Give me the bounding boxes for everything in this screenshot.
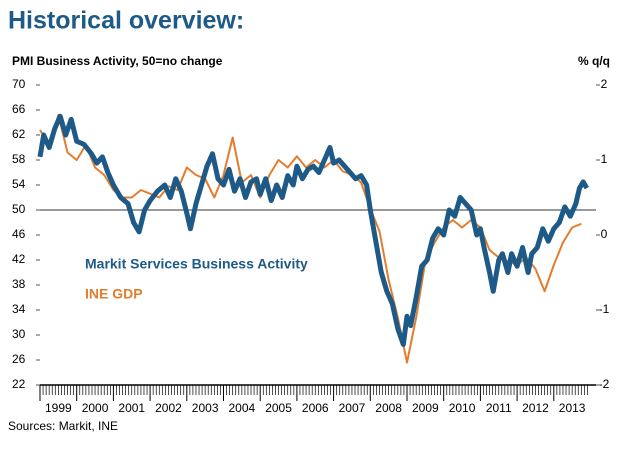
y2-tick-label: -2 <box>599 377 610 391</box>
x-tick-label: 2001 <box>118 401 145 415</box>
chart-title: Historical overview: <box>8 7 244 35</box>
y-tick-label: 70 <box>12 77 26 91</box>
y-tick-label: 26 <box>12 352 26 366</box>
y-tick-label: 34 <box>12 302 26 316</box>
y-tick-label: 22 <box>12 377 26 391</box>
y-tick-label: 54 <box>12 177 26 191</box>
y2-tick-label: 1 <box>601 152 608 166</box>
x-tick-label: 2000 <box>82 401 109 415</box>
series-line <box>37 113 589 347</box>
y-tick-label: 66 <box>12 102 26 116</box>
x-tick-label: 2009 <box>412 401 439 415</box>
y-tick-label: 58 <box>12 152 26 166</box>
x-tick-label: 2003 <box>192 401 219 415</box>
series-line <box>39 114 582 364</box>
legend-label: INE GDP <box>85 286 143 302</box>
x-tick-label: 2007 <box>339 401 366 415</box>
x-tick-label: 2013 <box>559 401 586 415</box>
x-tick-label: 2012 <box>522 401 549 415</box>
y-tick-label: 30 <box>12 327 26 341</box>
x-tick-label: 2004 <box>228 401 255 415</box>
y-axis-label: PMI Business Activity, 50=no change <box>12 54 223 68</box>
x-tick-label: 2011 <box>486 401 512 415</box>
source-note: Sources: Markit, INE <box>8 419 118 433</box>
x-tick-label: 2005 <box>265 401 292 415</box>
y-tick-label: 50 <box>12 202 26 216</box>
y-tick-label: 46 <box>12 227 26 241</box>
y-tick-label: 42 <box>12 252 26 266</box>
y2-tick-label: 0 <box>601 227 608 241</box>
x-tick-label: 1999 <box>45 401 72 415</box>
x-tick-label: 2008 <box>375 401 402 415</box>
y2-tick-label: 2 <box>601 77 608 91</box>
y-tick-label: 38 <box>12 277 26 291</box>
y2-tick-label: -1 <box>599 302 610 316</box>
x-tick-label: 2002 <box>155 401 182 415</box>
y2-axis-label: % q/q <box>578 54 610 68</box>
y-tick-label: 62 <box>12 127 26 141</box>
x-tick-label: 2006 <box>302 401 329 415</box>
legend-label: Markit Services Business Activity <box>85 256 308 272</box>
x-tick-label: 2010 <box>449 401 476 415</box>
